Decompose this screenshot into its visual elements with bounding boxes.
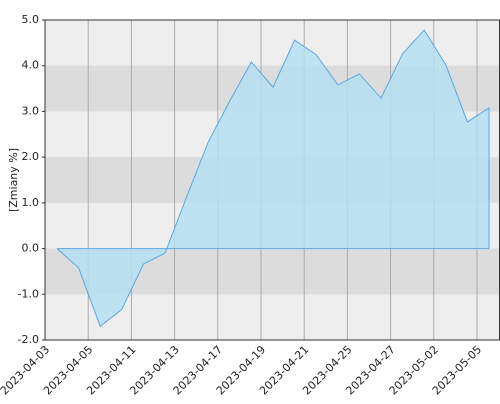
y-tick-label: -2.0 [18, 333, 39, 346]
y-tick-label: 2.0 [22, 150, 40, 163]
y-axis-title: [Zmiany %] [7, 148, 20, 212]
y-tick-label: -1.0 [18, 287, 39, 300]
y-tick-label: 5.0 [22, 13, 40, 26]
line [56, 29, 490, 328]
y-tick-label: 4.0 [22, 59, 40, 72]
y-tick-label: 3.0 [22, 104, 40, 117]
y-tick-label: 1.0 [22, 196, 40, 209]
y-tick-label: 0.0 [22, 242, 40, 255]
